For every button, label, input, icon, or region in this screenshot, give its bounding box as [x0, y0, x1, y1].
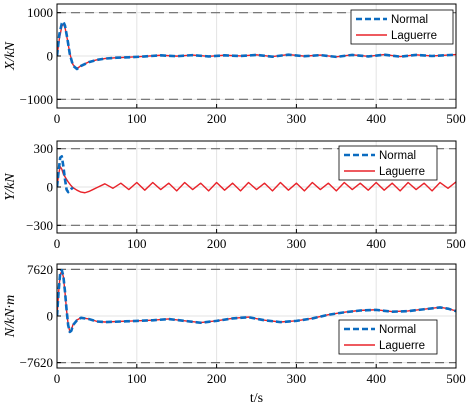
x-tick-label: 400 [366, 111, 386, 126]
x-tick-label: 100 [127, 111, 147, 126]
y-tick-label: 1000 [27, 5, 53, 20]
y-axis-label: N/kN·m [3, 295, 18, 338]
y-axis-label: X/kN [3, 41, 18, 71]
x-tick-label: 400 [366, 371, 386, 386]
x-tick-label: 0 [54, 371, 61, 386]
x-tick-label: 0 [54, 111, 61, 126]
legend-label-laguerre: Laguerre [391, 30, 437, 42]
x-tick-label: 500 [446, 111, 466, 126]
legend-label-normal: Normal [379, 324, 416, 336]
x-tick-label: 300 [287, 111, 307, 126]
legend-box [350, 9, 454, 45]
x-tick-label: 100 [127, 371, 147, 386]
x-axis-label: t/s [250, 391, 263, 406]
legend-label-laguerre: Laguerre [379, 340, 425, 352]
x-tick-label: 500 [446, 236, 466, 251]
y-tick-label: −7620 [20, 355, 53, 370]
legend-label-laguerre: Laguerre [379, 166, 425, 178]
x-tick-label: 400 [366, 236, 386, 251]
y-axis-label: Y/kN [3, 173, 18, 201]
x-tick-label: 100 [127, 236, 147, 251]
series-line-normal [57, 268, 456, 334]
panel-2: 0 100 200 300 400 500−3000300Y/kNNormalLaguer… [3, 140, 466, 251]
x-tick-label: 300 [287, 236, 307, 251]
y-tick-label: −1000 [20, 92, 53, 107]
y-tick-label: 0 [47, 49, 54, 64]
series-line-normal [57, 20, 456, 71]
y-tick-label: 7620 [27, 262, 53, 277]
legend-box [338, 145, 438, 181]
legend-label-normal: Normal [379, 150, 416, 162]
x-tick-label: 300 [287, 371, 307, 386]
legend-box [338, 319, 438, 355]
series-line-normal [57, 155, 74, 194]
y-tick-label: 0 [47, 180, 54, 195]
y-tick-label: 0 [47, 309, 54, 324]
x-tick-label: 200 [207, 236, 227, 251]
y-tick-label: 300 [34, 141, 54, 156]
legend: Normal Laguerre [350, 9, 454, 45]
legend-label-normal: Normal [391, 14, 428, 26]
x-tick-label: 0 [54, 236, 61, 251]
x-tick-label: 500 [446, 371, 466, 386]
y-tick-label: −300 [26, 218, 53, 233]
x-tick-label: 200 [207, 111, 227, 126]
legend: Normal Laguerre [338, 145, 438, 181]
x-tick-label: 200 [207, 371, 227, 386]
legend: Normal Laguerre [338, 319, 438, 355]
panel-3: 0 100 200 300 400 500−762007620N/kN·mt/sNorma… [3, 262, 466, 406]
panel-1: 0 100 200 300 400 500−100001000X/kNNormalLagu… [3, 3, 466, 126]
series-line-laguerre [57, 165, 456, 194]
